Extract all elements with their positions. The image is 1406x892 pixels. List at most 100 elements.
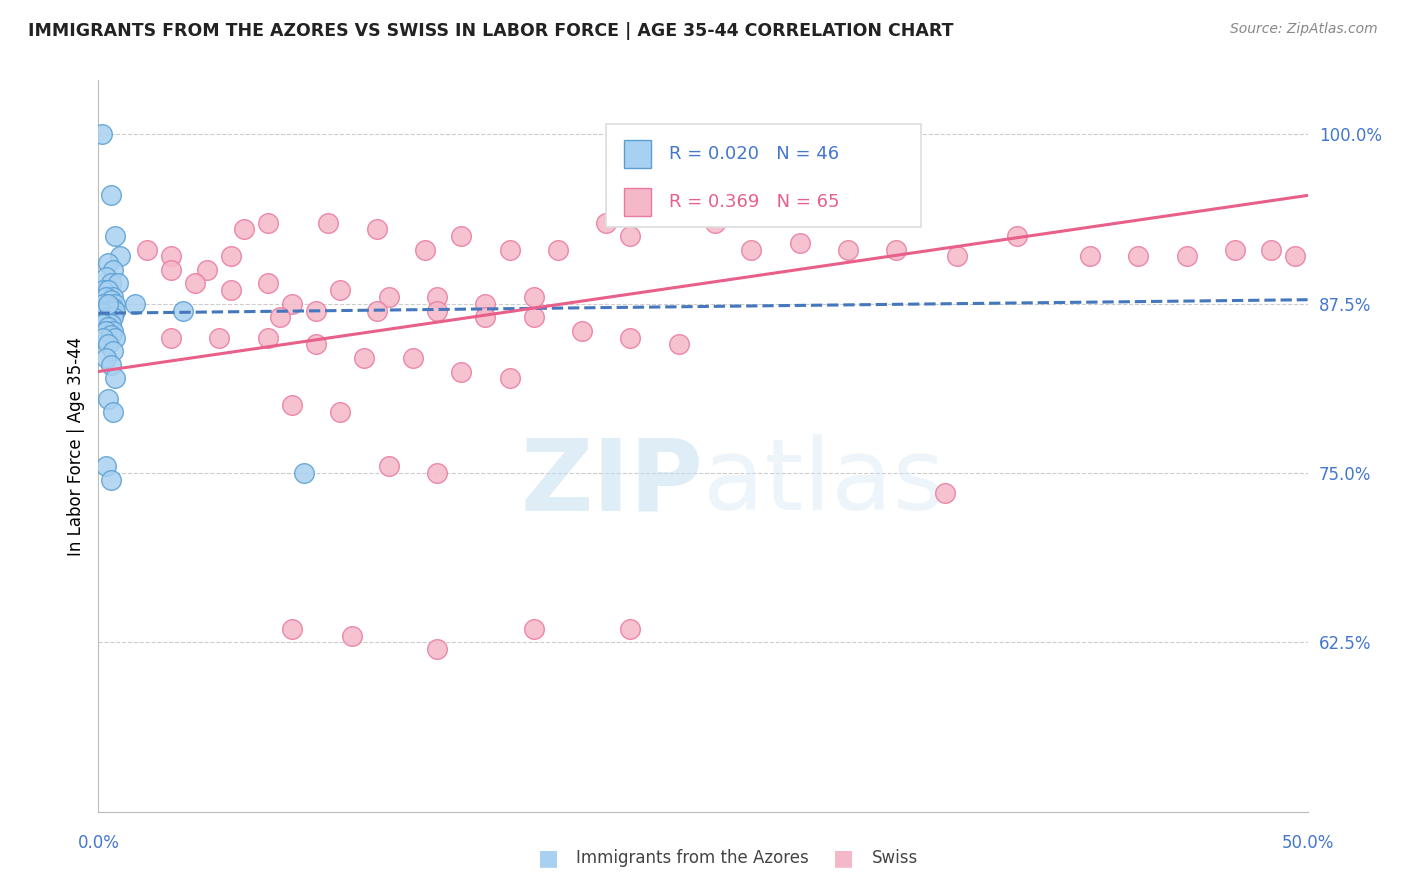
Point	[94, 459, 117, 474]
Point	[97, 319, 120, 334]
Point	[619, 229, 641, 244]
Point	[305, 337, 328, 351]
Text: R = 0.020   N = 46: R = 0.020 N = 46	[669, 145, 839, 163]
Point	[523, 290, 546, 304]
Point	[135, 243, 157, 257]
Point	[97, 256, 120, 270]
Point	[426, 466, 449, 480]
Point	[97, 283, 120, 297]
Text: R = 0.369   N = 65: R = 0.369 N = 65	[669, 193, 839, 211]
Point	[619, 331, 641, 345]
Text: ■: ■	[834, 848, 853, 868]
Point	[837, 243, 859, 257]
Point	[104, 303, 127, 318]
Point	[184, 277, 207, 291]
Point	[668, 337, 690, 351]
Point	[316, 215, 339, 229]
Text: Immigrants from the Azores: Immigrants from the Azores	[576, 849, 810, 867]
Point	[426, 303, 449, 318]
Point	[256, 215, 278, 229]
Text: IMMIGRANTS FROM THE AZORES VS SWISS IN LABOR FORCE | AGE 35-44 CORRELATION CHART: IMMIGRANTS FROM THE AZORES VS SWISS IN L…	[28, 22, 953, 40]
Point	[91, 317, 114, 331]
Point	[101, 310, 124, 325]
Point	[104, 297, 127, 311]
Point	[160, 263, 183, 277]
Point	[91, 331, 114, 345]
Point	[94, 351, 117, 365]
Point	[450, 364, 472, 378]
Point	[97, 300, 120, 314]
Point	[160, 331, 183, 345]
Point	[789, 235, 811, 250]
Point	[94, 290, 117, 304]
Text: 50.0%: 50.0%	[1281, 834, 1334, 852]
Point	[172, 303, 194, 318]
Point	[100, 473, 122, 487]
Point	[107, 277, 129, 291]
Point	[91, 283, 114, 297]
Point	[100, 317, 122, 331]
Point	[100, 327, 122, 342]
Point	[450, 229, 472, 244]
Text: ZIP: ZIP	[520, 434, 703, 531]
Point	[366, 303, 388, 318]
Point	[571, 324, 593, 338]
Text: ■: ■	[538, 848, 558, 868]
Point	[426, 290, 449, 304]
Point	[256, 277, 278, 291]
Point	[94, 324, 117, 338]
Point	[91, 306, 114, 320]
Point	[100, 188, 122, 202]
FancyBboxPatch shape	[606, 124, 921, 227]
Point	[94, 313, 117, 327]
Point	[281, 622, 304, 636]
Point	[329, 283, 352, 297]
Point	[97, 337, 120, 351]
Point	[366, 222, 388, 236]
Point	[97, 310, 120, 325]
Point	[160, 249, 183, 263]
Point	[91, 297, 114, 311]
Point	[104, 331, 127, 345]
Point	[1175, 249, 1198, 263]
Point	[523, 622, 546, 636]
Point	[353, 351, 375, 365]
Point	[94, 303, 117, 318]
Point	[91, 128, 114, 142]
Point	[934, 486, 956, 500]
Point	[101, 344, 124, 359]
Point	[94, 269, 117, 284]
Point	[1007, 229, 1029, 244]
Point	[100, 277, 122, 291]
Point	[474, 297, 496, 311]
Point	[104, 371, 127, 385]
Point	[946, 249, 969, 263]
Point	[101, 263, 124, 277]
Point	[1284, 249, 1306, 263]
Point	[426, 642, 449, 657]
Point	[101, 301, 124, 315]
Point	[101, 290, 124, 304]
Point	[292, 466, 315, 480]
Point	[523, 310, 546, 325]
Point	[208, 331, 231, 345]
Point	[305, 303, 328, 318]
Point	[547, 243, 569, 257]
Point	[1128, 249, 1150, 263]
Point	[281, 297, 304, 311]
Point	[1223, 243, 1246, 257]
Point	[498, 371, 520, 385]
Point	[886, 243, 908, 257]
Point	[100, 358, 122, 372]
Text: Source: ZipAtlas.com: Source: ZipAtlas.com	[1230, 22, 1378, 37]
Point	[97, 392, 120, 406]
Text: Swiss: Swiss	[872, 849, 918, 867]
Point	[104, 229, 127, 244]
Text: atlas: atlas	[703, 434, 945, 531]
Point	[619, 622, 641, 636]
Point	[281, 398, 304, 412]
Point	[668, 209, 690, 223]
Text: 0.0%: 0.0%	[77, 834, 120, 852]
Point	[1078, 249, 1101, 263]
Point	[101, 324, 124, 338]
